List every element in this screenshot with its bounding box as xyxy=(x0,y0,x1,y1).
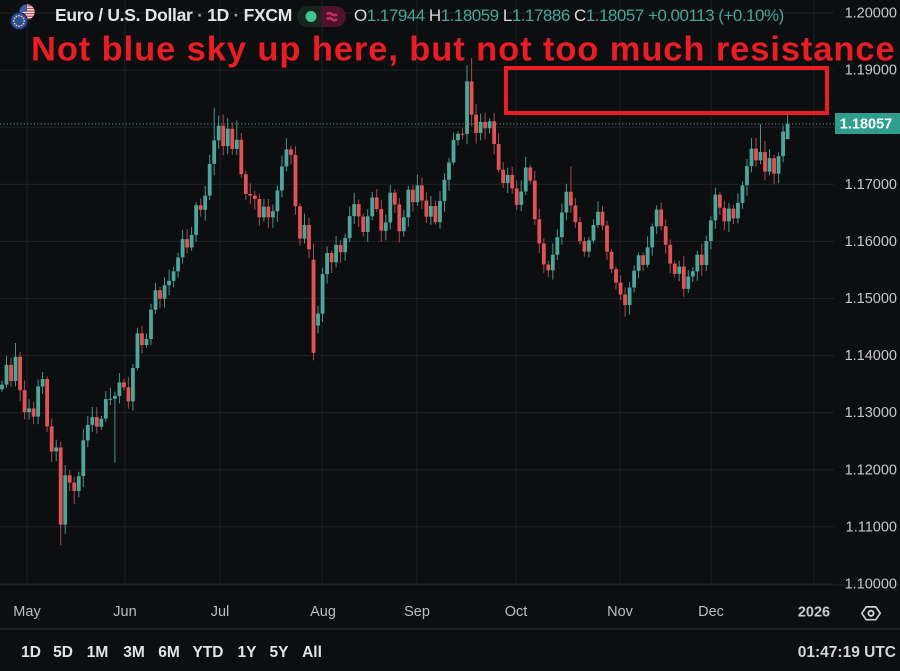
svg-text:1.16000: 1.16000 xyxy=(845,234,897,250)
svg-text:01:47:19 UTC: 01:47:19 UTC xyxy=(798,644,896,661)
svg-text:1.18057: 1.18057 xyxy=(840,117,892,133)
svg-text:1M: 1M xyxy=(87,644,109,661)
svg-text:6M: 6M xyxy=(158,644,180,661)
svg-text:1.13000: 1.13000 xyxy=(845,405,897,421)
svg-text:1.14000: 1.14000 xyxy=(845,348,897,364)
svg-text:1.12000: 1.12000 xyxy=(845,462,897,478)
svg-text:O1.17944 H1.18059 L1.17886 C1.: O1.17944 H1.18059 L1.17886 C1.18057 +0.0… xyxy=(354,6,784,25)
svg-text:1.11000: 1.11000 xyxy=(846,519,897,535)
svg-text:All: All xyxy=(302,644,322,661)
svg-text:1.15000: 1.15000 xyxy=(845,291,897,307)
svg-text:5D: 5D xyxy=(53,644,73,661)
svg-text:1.17000: 1.17000 xyxy=(845,177,897,193)
svg-text:Nov: Nov xyxy=(607,604,634,620)
svg-text:2026: 2026 xyxy=(798,605,830,621)
svg-text:3M: 3M xyxy=(123,644,145,661)
svg-text:1Y: 1Y xyxy=(238,644,258,661)
svg-text:5Y: 5Y xyxy=(270,644,290,661)
svg-text:Euro / U.S. Dollar · 1D · FXCM: Euro / U.S. Dollar · 1D · FXCM xyxy=(55,5,292,25)
svg-text:Jul: Jul xyxy=(211,604,230,620)
svg-text:Aug: Aug xyxy=(310,604,336,620)
svg-text:Not blue sky up here, but not: Not blue sky up here, but not too much r… xyxy=(31,31,896,69)
svg-text:Sep: Sep xyxy=(404,604,430,620)
svg-text:1.20000: 1.20000 xyxy=(845,6,897,22)
svg-text:Oct: Oct xyxy=(505,604,528,620)
svg-text:Jun: Jun xyxy=(113,604,136,620)
svg-text:1.10000: 1.10000 xyxy=(845,577,897,593)
svg-text:YTD: YTD xyxy=(193,644,224,661)
svg-text:1.19000: 1.19000 xyxy=(845,63,897,79)
svg-text:1D: 1D xyxy=(21,644,41,661)
svg-text:Dec: Dec xyxy=(698,604,724,620)
svg-text:May: May xyxy=(13,604,41,620)
